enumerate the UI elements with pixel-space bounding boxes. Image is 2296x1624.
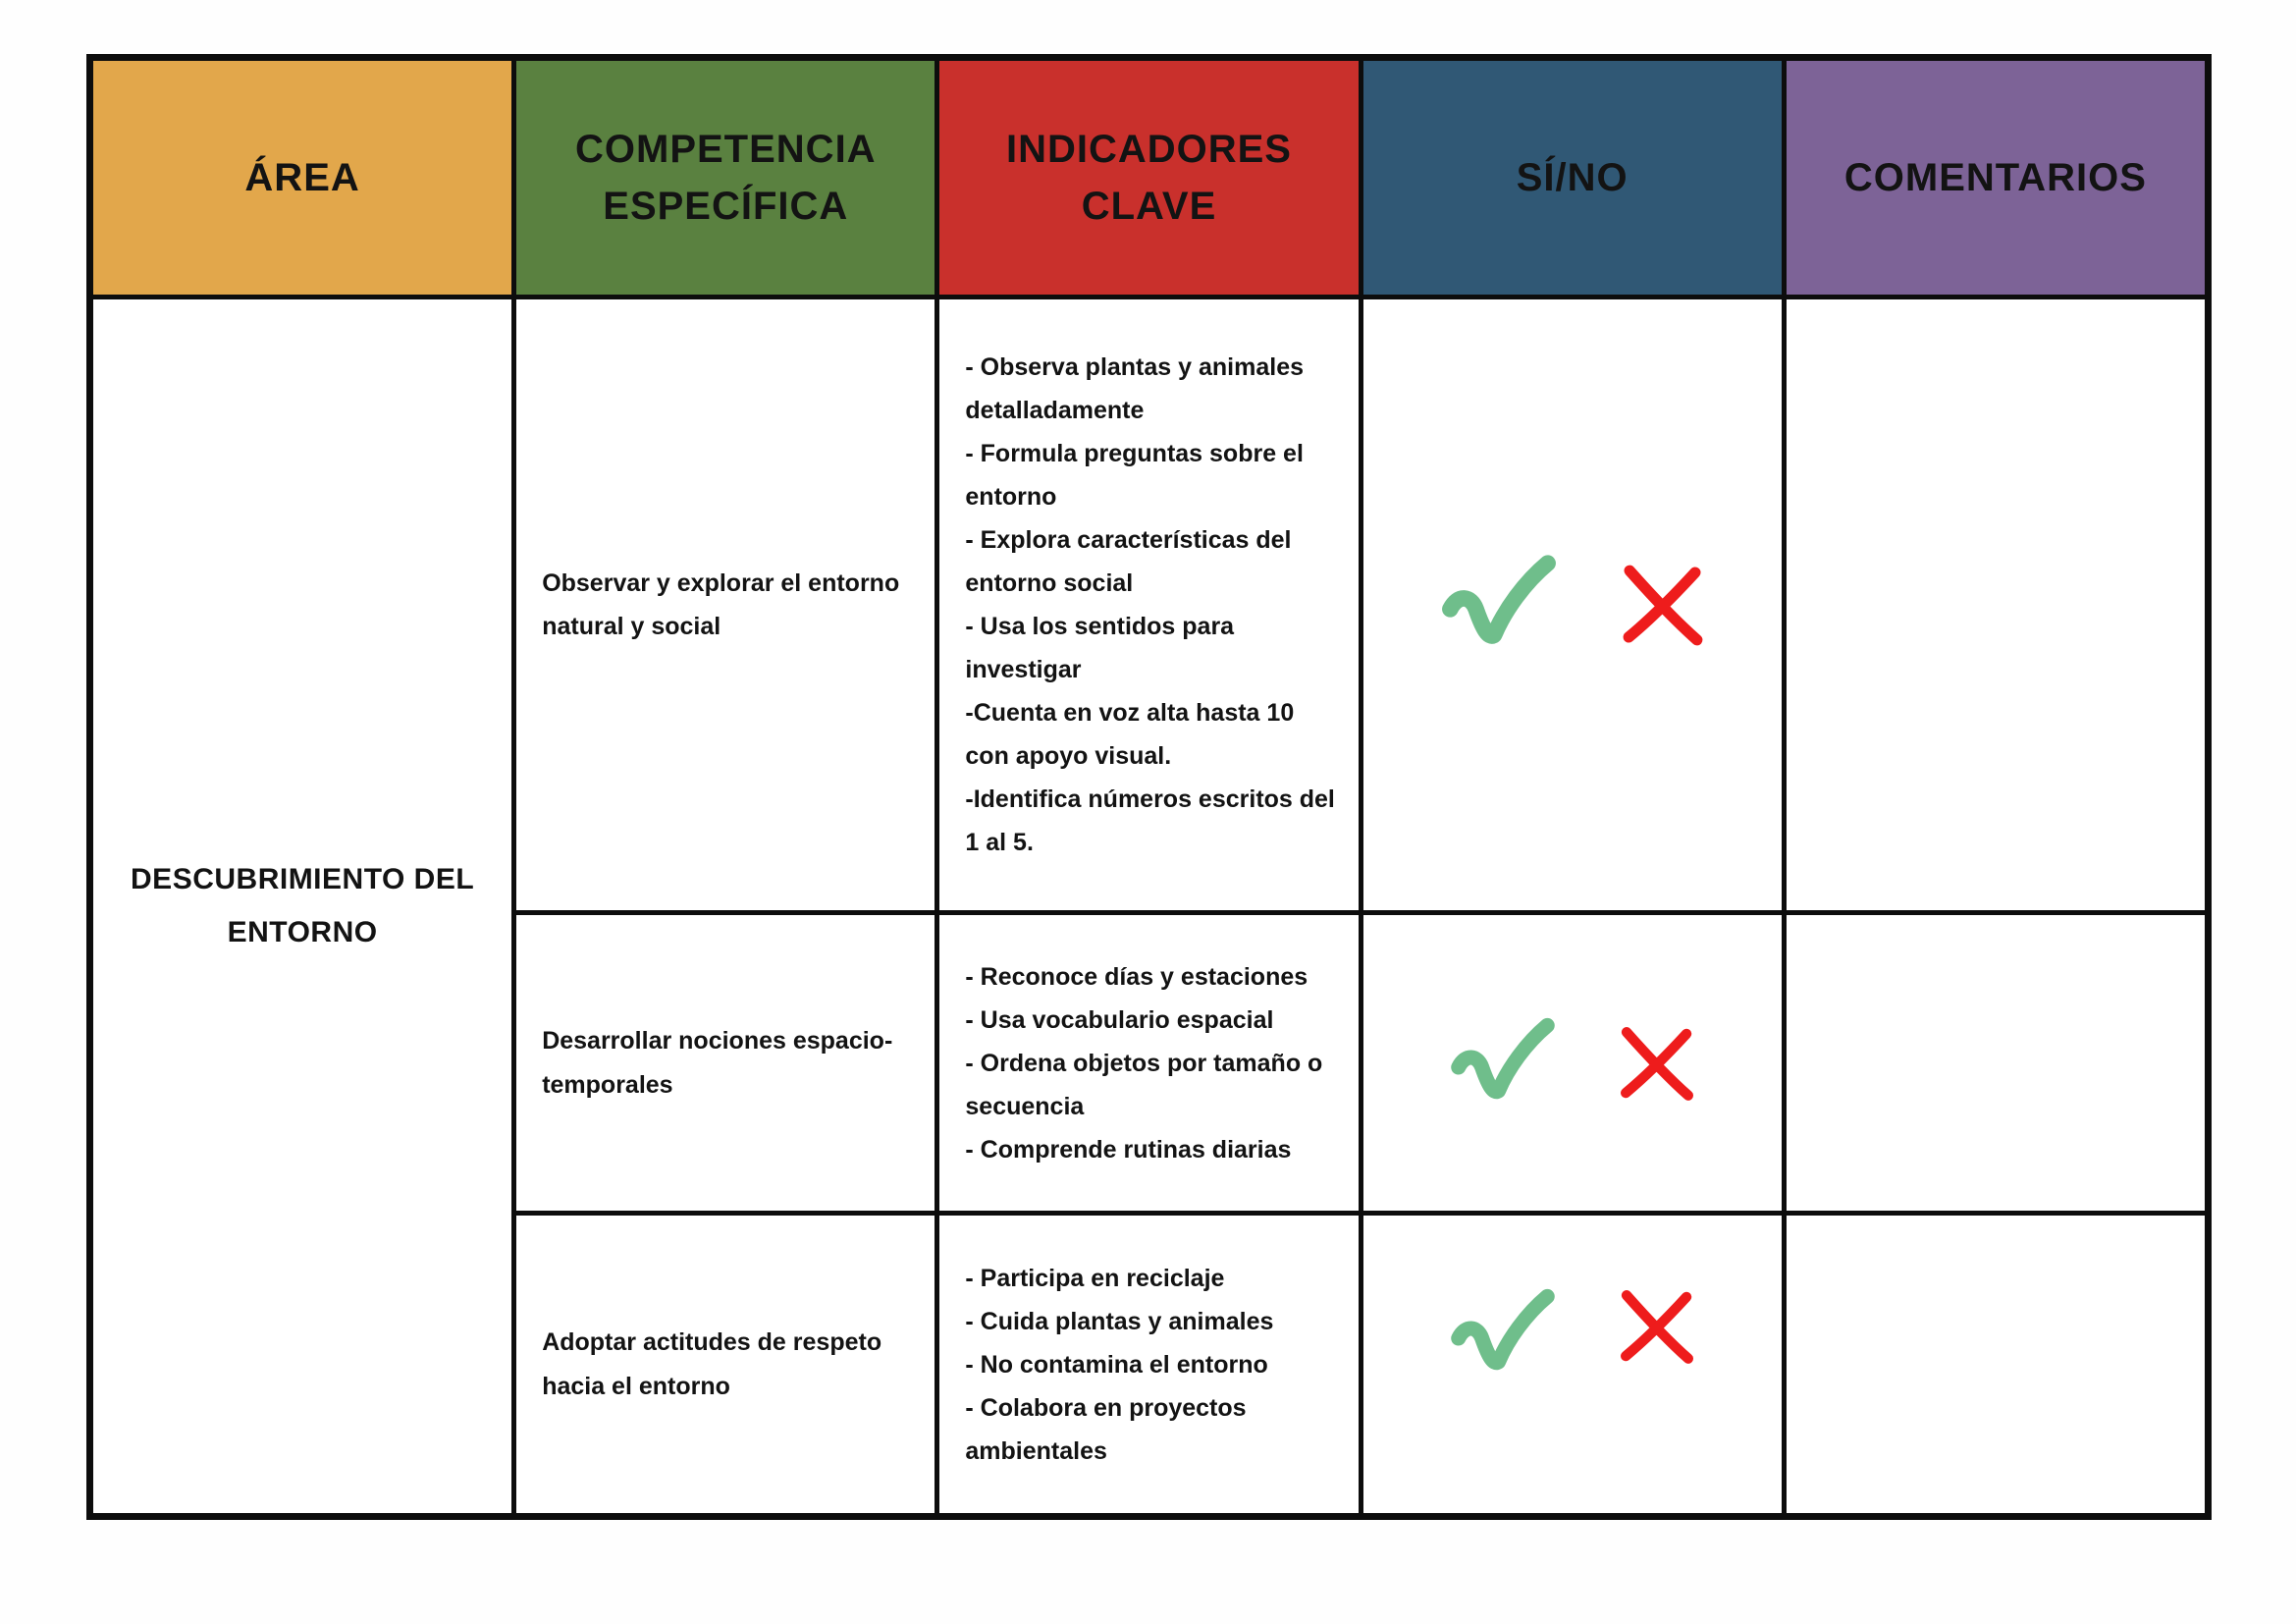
competencia-row-3: Adoptar actitudes de respeto hacia el en…: [516, 1216, 935, 1513]
competencia-text: Adoptar actitudes de respeto hacia el en…: [542, 1328, 882, 1400]
evaluation-table: ÁREA COMPETENCIA ESPECÍFICA INDICADORES …: [86, 54, 2212, 1520]
indicadores-row-3: - Participa en reciclaje - Cuida plantas…: [939, 1216, 1359, 1513]
indicator-item: - Observa plantas y animales detalladame…: [965, 353, 1304, 424]
competencia-row-2: Desarrollar nociones espacio-temporales: [516, 915, 935, 1211]
indicator-item: - Cuida plantas y animales: [965, 1307, 1274, 1335]
header-si-no: SÍ/NO: [1362, 61, 1782, 295]
cross-icon[interactable]: [1615, 1284, 1699, 1369]
comentarios-row-2: [1786, 915, 2205, 1211]
indicator-item: - Explora características del entorno so…: [965, 526, 1292, 597]
indicator-item: - Formula preguntas sobre el entorno: [965, 440, 1304, 511]
header-indicadores: INDICADORES CLAVE: [939, 61, 1359, 295]
cross-icon[interactable]: [1617, 559, 1709, 651]
si-no-row-1: [1362, 299, 1782, 910]
competencia-row-1: Observar y explorar el entorno natural y…: [516, 299, 935, 910]
header-competencia: COMPETENCIA ESPECÍFICA: [516, 61, 935, 295]
indicator-item: - Colabora en proyectos ambientales: [965, 1393, 1247, 1465]
header-comentarios: COMENTARIOS: [1786, 61, 2205, 295]
indicator-item: - Usa vocabulario espacial: [965, 1005, 1274, 1034]
indicator-item: - Usa los sentidos para investigar: [965, 613, 1235, 683]
indicadores-row-1: - Observa plantas y animales detalladame…: [939, 299, 1359, 910]
si-no-row-2: [1362, 915, 1782, 1211]
indicator-item: - Comprende rutinas diarias: [965, 1135, 1292, 1164]
indicator-item: -Identifica números escritos del 1 al 5.: [965, 785, 1335, 856]
check-icon[interactable]: [1446, 1284, 1560, 1384]
comentarios-row-3: [1786, 1216, 2205, 1513]
comentarios-row-1: [1786, 299, 2205, 910]
indicator-item: - No contamina el entorno: [965, 1350, 1268, 1379]
check-icon[interactable]: [1446, 1013, 1560, 1113]
indicator-item: - Ordena objetos por tamaño o secuencia: [965, 1049, 1323, 1120]
indicator-item: -Cuenta en voz alta hasta 10 con apoyo v…: [965, 699, 1295, 770]
indicator-item: - Participa en reciclaje: [965, 1264, 1225, 1292]
competencia-text: Desarrollar nociones espacio-temporales: [542, 1027, 893, 1099]
si-no-row-3: [1362, 1216, 1782, 1513]
check-icon[interactable]: [1436, 550, 1562, 660]
competencia-text: Observar y explorar el entorno natural y…: [542, 568, 900, 641]
header-area: ÁREA: [93, 61, 512, 295]
indicator-item: - Reconoce días y estaciones: [965, 962, 1308, 991]
area-label: DESCUBRIMIENTO DEL ENTORNO: [93, 299, 512, 1513]
indicadores-row-2: - Reconoce días y estaciones - Usa vocab…: [939, 915, 1359, 1211]
cross-icon[interactable]: [1615, 1021, 1699, 1106]
